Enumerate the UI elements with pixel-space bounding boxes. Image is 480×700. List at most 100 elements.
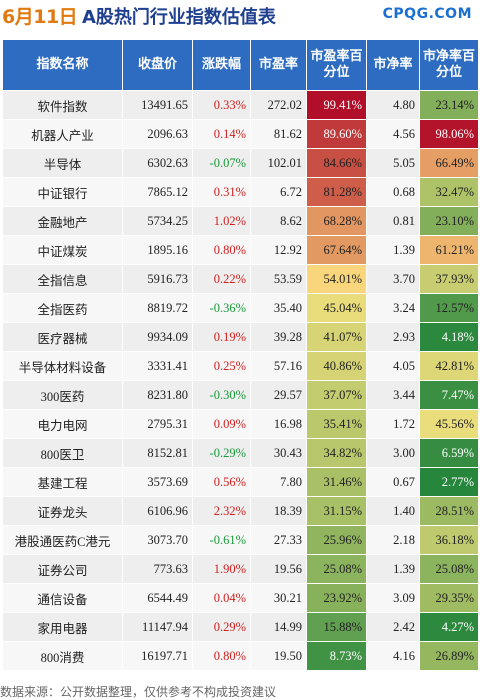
data-source-note: 数据来源：公开数据整理，仅供参考不构成投资建议 (0, 685, 277, 699)
col-header-pe-percentile[interactable]: 市盈率百分位 (306, 39, 367, 91)
table-row[interactable]: 半导体 6302.63 -0.07% 102.01 84.66% 5.05 66.49% (2, 148, 479, 178)
cell-index-name: 通信设备 (2, 583, 123, 613)
table-row[interactable]: 800医卫 8152.81 -0.29% 30.43 34.82% 3.00 6.59% (2, 438, 479, 468)
table-row[interactable]: 半导体材料设备 3331.41 0.25% 57.16 40.86% 4.05 42.81% (2, 351, 479, 381)
cell-close-price: 16197.71 (122, 641, 193, 671)
cell-pb-percentile: 29.35% (419, 583, 479, 613)
site-logo[interactable]: CPQG.COM (382, 6, 472, 22)
cell-pb: 4.16 (366, 641, 420, 671)
cell-pb: 3.09 (366, 583, 420, 613)
col-header-change[interactable]: 涨跌幅 (192, 39, 251, 91)
cell-pe: 102.01 (250, 148, 307, 178)
cell-pb: 2.18 (366, 525, 420, 555)
cell-close-price: 8152.81 (122, 438, 193, 468)
cell-close-price: 5734.25 (122, 206, 193, 236)
cell-pb: 2.93 (366, 322, 420, 352)
cell-index-name: 电力电网 (2, 409, 123, 439)
table-row[interactable]: 中证银行 7865.12 0.31% 6.72 81.28% 0.68 32.47% (2, 177, 479, 207)
cell-pb-percentile: 32.47% (419, 177, 479, 207)
cell-pb: 1.40 (366, 496, 420, 526)
cell-change-pct: -0.36% (192, 293, 251, 323)
cell-change-pct: -0.29% (192, 438, 251, 468)
cell-close-price: 2096.63 (122, 119, 193, 149)
cell-pe: 19.50 (250, 641, 307, 671)
cell-index-name: 金融地产 (2, 206, 123, 236)
table-row[interactable]: 300医药 8231.80 -0.30% 29.57 37.07% 3.44 7.47% (2, 380, 479, 410)
cell-change-pct: 0.09% (192, 409, 251, 439)
table-row[interactable]: 医疗器械 9934.09 0.19% 39.28 41.07% 2.93 4.18% (2, 322, 479, 352)
cell-close-price: 11147.94 (122, 612, 193, 642)
cell-change-pct: 0.29% (192, 612, 251, 642)
cell-index-name: 全指信息 (2, 264, 123, 294)
cell-pb-percentile: 98.06% (419, 119, 479, 149)
table-row[interactable]: 机器人产业 2096.63 0.14% 81.62 89.60% 4.56 98.06% (2, 119, 479, 149)
cell-change-pct: 0.80% (192, 641, 251, 671)
cell-pe-percentile: 25.96% (306, 525, 367, 555)
col-header-close[interactable]: 收盘价 (122, 39, 193, 91)
table-row[interactable]: 全指医药 8819.72 -0.36% 35.40 45.04% 3.24 12.57% (2, 293, 479, 323)
cell-index-name: 港股通医药C港元 (2, 525, 123, 555)
table-row[interactable]: 证券公司 773.63 1.90% 19.56 25.08% 1.39 25.08% (2, 554, 479, 584)
cell-pe: 16.98 (250, 409, 307, 439)
cell-pe: 57.16 (250, 351, 307, 381)
cell-pb: 0.68 (366, 177, 420, 207)
col-header-pb-percentile[interactable]: 市净率百分位 (419, 39, 479, 91)
cell-pe: 19.56 (250, 554, 307, 584)
cell-index-name: 家用电器 (2, 612, 123, 642)
cell-pe-percentile: 40.86% (306, 351, 367, 381)
cell-pb: 3.24 (366, 293, 420, 323)
cell-pb-percentile: 4.27% (419, 612, 479, 642)
cell-pb: 1.39 (366, 235, 420, 265)
cell-pe: 27.33 (250, 525, 307, 555)
cell-pe: 29.57 (250, 380, 307, 410)
table-row[interactable]: 证券龙头 6106.96 2.32% 18.39 31.15% 1.40 28.51% (2, 496, 479, 526)
cell-pb-percentile: 26.89% (419, 641, 479, 671)
page-header: 6月11日 A股热门行业指数估值表 CPQG.COM (0, 0, 480, 30)
cell-pe: 14.99 (250, 612, 307, 642)
table-row[interactable]: 800消费 16197.71 0.80% 19.50 8.73% 4.16 26.89% (2, 641, 479, 671)
cell-pb-percentile: 23.14% (419, 90, 479, 120)
table-row[interactable]: 全指信息 5916.73 0.22% 53.59 54.01% 3.70 37.93% (2, 264, 479, 294)
table-row[interactable]: 中证煤炭 1895.16 0.80% 12.92 67.64% 1.39 61.21% (2, 235, 479, 265)
cell-pe-percentile: 15.88% (306, 612, 367, 642)
cell-index-name: 半导体 (2, 148, 123, 178)
cell-index-name: 中证煤炭 (2, 235, 123, 265)
cell-pe-percentile: 89.60% (306, 119, 367, 149)
cell-pe-percentile: 31.15% (306, 496, 367, 526)
cell-pb: 4.80 (366, 90, 420, 120)
cell-index-name: 中证银行 (2, 177, 123, 207)
cell-close-price: 6302.63 (122, 148, 193, 178)
cell-pb-percentile: 23.10% (419, 206, 479, 236)
cell-change-pct: 0.19% (192, 322, 251, 352)
table-row[interactable]: 港股通医药C港元 3073.70 -0.61% 27.33 25.96% 2.18 36.1… (2, 525, 479, 555)
cell-pe: 81.62 (250, 119, 307, 149)
cell-change-pct: 0.56% (192, 467, 251, 497)
col-header-name[interactable]: 指数名称 (2, 39, 123, 91)
cell-close-price: 13491.65 (122, 90, 193, 120)
cell-pe-percentile: 67.64% (306, 235, 367, 265)
table-row[interactable]: 软件指数 13491.65 0.33% 272.02 99.41% 4.80 23.14% (2, 90, 479, 120)
col-header-pe[interactable]: 市盈率 (250, 39, 307, 91)
table-row[interactable]: 电力电网 2795.31 0.09% 16.98 35.41% 1.72 45.56% (2, 409, 479, 439)
valuation-table: 指数名称 收盘价 涨跌幅 市盈率 市盈率百分位 市净率 市净率百分位 软件指数 1… (2, 39, 479, 671)
cell-close-price: 773.63 (122, 554, 193, 584)
cell-index-name: 800医卫 (2, 438, 123, 468)
cell-close-price: 6544.49 (122, 583, 193, 613)
cell-pb-percentile: 36.18% (419, 525, 479, 555)
cell-index-name: 医疗器械 (2, 322, 123, 352)
cell-pe-percentile: 35.41% (306, 409, 367, 439)
cell-pb-percentile: 28.51% (419, 496, 479, 526)
table-row[interactable]: 通信设备 6544.49 0.04% 30.21 23.92% 3.09 29.35% (2, 583, 479, 613)
table-row[interactable]: 金融地产 5734.25 1.02% 8.62 68.28% 0.81 23.10% (2, 206, 479, 236)
cell-pb: 2.42 (366, 612, 420, 642)
cell-index-name: 软件指数 (2, 90, 123, 120)
cell-pb: 4.56 (366, 119, 420, 149)
table-row[interactable]: 家用电器 11147.94 0.29% 14.99 15.88% 2.42 4.27% (2, 612, 479, 642)
cell-pb: 3.00 (366, 438, 420, 468)
cell-change-pct: 0.14% (192, 119, 251, 149)
table-row[interactable]: 基建工程 3573.69 0.56% 7.80 31.46% 0.67 2.77% (2, 467, 479, 497)
cell-index-name: 证券龙头 (2, 496, 123, 526)
cell-pb: 4.05 (366, 351, 420, 381)
cell-index-name: 半导体材料设备 (2, 351, 123, 381)
col-header-pb[interactable]: 市净率 (366, 39, 420, 91)
